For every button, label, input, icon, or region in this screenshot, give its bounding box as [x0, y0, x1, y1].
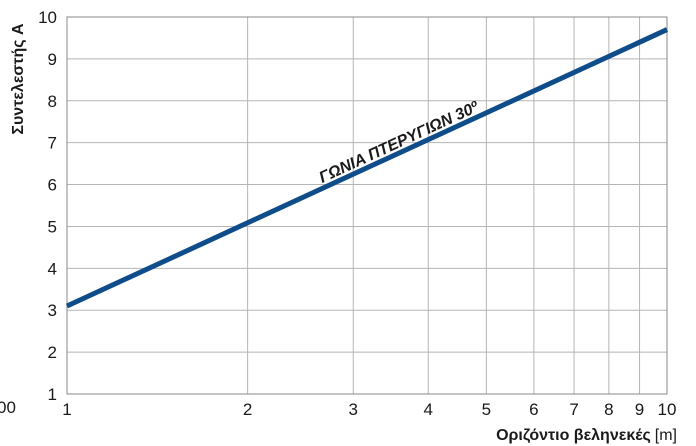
y-tick-label: 4	[48, 259, 57, 278]
x-tick-label: 4	[424, 400, 433, 419]
x-tick-label: 7	[569, 400, 578, 419]
x-tick-label: 2	[243, 400, 252, 419]
partial-tick-label: 00	[0, 398, 16, 417]
y-tick-label: 1	[48, 385, 57, 404]
y-tick-label: 7	[48, 134, 57, 153]
y-tick-label: 8	[48, 92, 57, 111]
series-line	[65, 27, 669, 309]
plot-frame	[66, 16, 668, 395]
x-axis-title: Οριζόντιο βεληνεκές [m]	[496, 427, 677, 444]
x-tick-label: 9	[635, 400, 644, 419]
y-tick-label: 2	[48, 343, 57, 362]
x-tick-label: 8	[604, 400, 613, 419]
x-tick-label: 10	[658, 400, 677, 419]
y-tick-label: 5	[48, 217, 57, 236]
x-tick-label: 5	[482, 400, 491, 419]
x-tick-label: 3	[349, 400, 358, 419]
y-tick-label: 9	[48, 50, 57, 69]
y-tick-label: 10	[38, 8, 57, 27]
y-tick-label: 3	[48, 301, 57, 320]
x-axis-title-unit: [m]	[655, 427, 677, 444]
y-axis-title: Συντελεστής A	[10, 23, 27, 135]
y-tick-label: 6	[48, 176, 57, 195]
series-layer	[65, 27, 669, 309]
x-tick-label: 6	[529, 400, 538, 419]
x-tick-labels: 1 2 3 4 5 6 7 8 9 10	[62, 400, 676, 419]
x-tick-label: 1	[62, 400, 71, 419]
y-tick-labels: 1 2 3 4 5 6 7 8 9 10	[38, 8, 57, 404]
x-axis-title-main: Οριζόντιο βεληνεκές	[496, 427, 651, 444]
